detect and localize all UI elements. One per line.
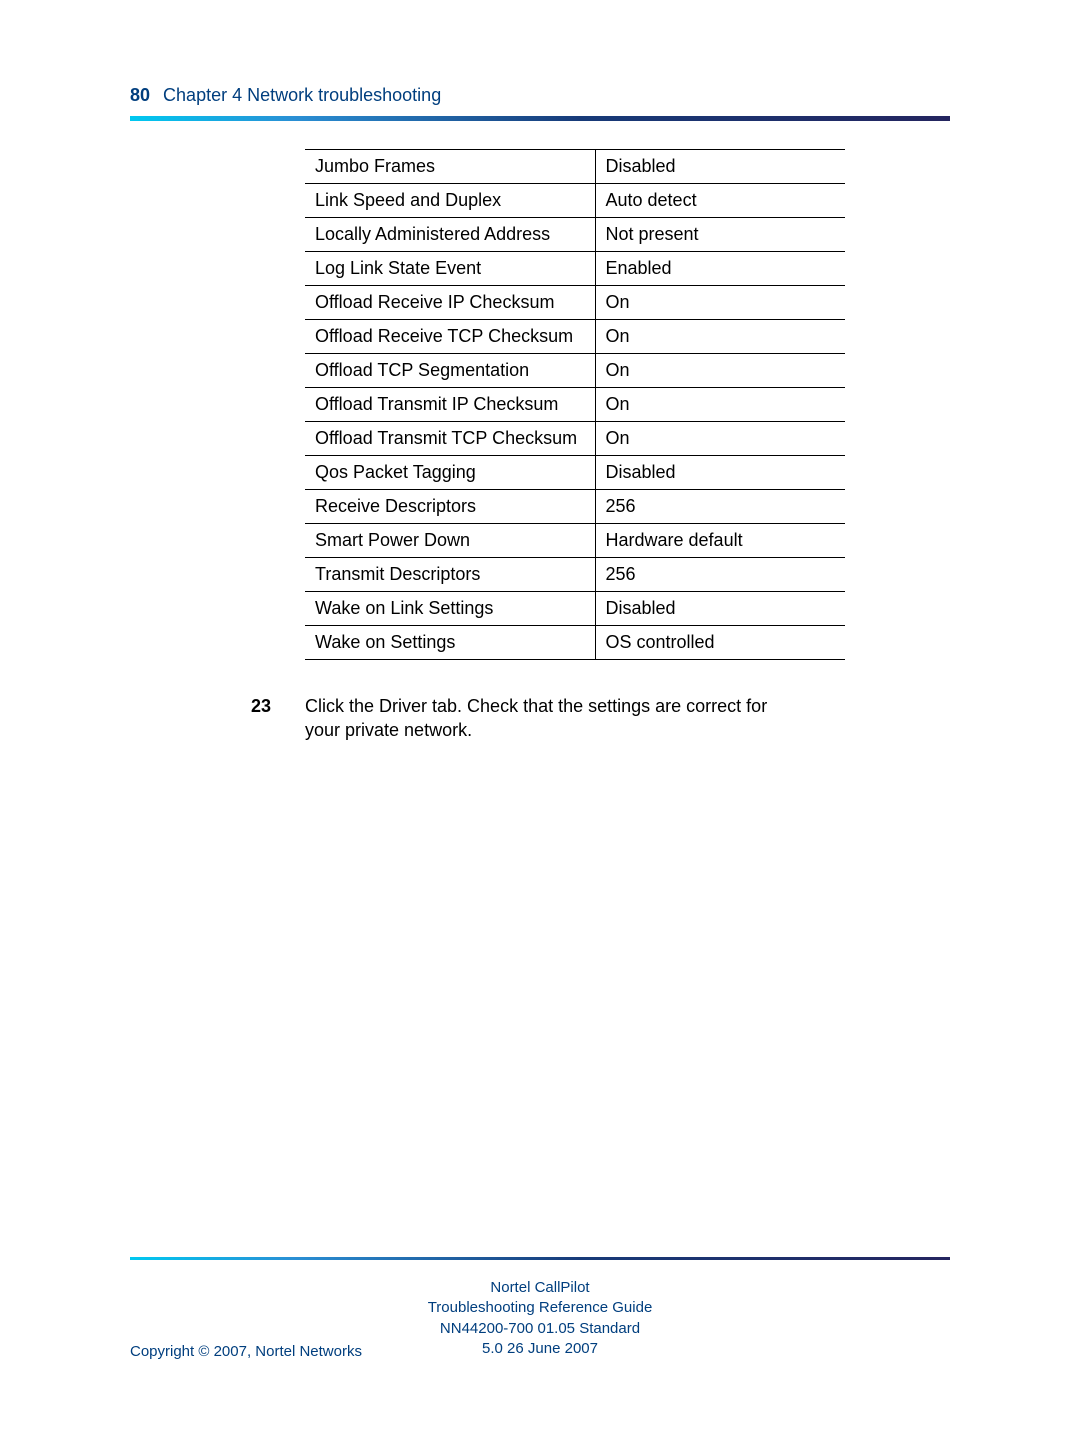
footer-line-2: Troubleshooting Reference Guide [130,1298,950,1318]
setting-value: Enabled [595,252,845,286]
setting-name: Log Link State Event [305,252,595,286]
setting-value: Disabled [595,592,845,626]
setting-name: Offload Receive IP Checksum [305,286,595,320]
footer-line-1: Nortel CallPilot [130,1278,950,1298]
step-row: 23 Click the Driver tab. Check that the … [130,694,950,743]
settings-table: Jumbo FramesDisabled Link Speed and Dupl… [305,149,845,660]
setting-name: Transmit Descriptors [305,558,595,592]
setting-value: Auto detect [595,184,845,218]
setting-value: 256 [595,490,845,524]
setting-name: Smart Power Down [305,524,595,558]
table-row: Jumbo FramesDisabled [305,150,845,184]
setting-name: Wake on Link Settings [305,592,595,626]
step-number: 23 [130,694,305,743]
table-row: Wake on SettingsOS controlled [305,626,845,660]
table-row: Qos Packet TaggingDisabled [305,456,845,490]
table-row: Wake on Link SettingsDisabled [305,592,845,626]
footer-rule [130,1257,950,1260]
chapter-label: Chapter 4 Network troubleshooting [163,85,441,105]
footer-line-3: NN44200-700 01.05 Standard [130,1319,950,1339]
setting-value: On [595,422,845,456]
table-row: Smart Power DownHardware default [305,524,845,558]
table-row: Transmit Descriptors256 [305,558,845,592]
footer: Nortel CallPilot Troubleshooting Referen… [130,1257,950,1360]
step-text: Click the Driver tab. Check that the set… [305,694,950,743]
setting-name: Locally Administered Address [305,218,595,252]
setting-name: Qos Packet Tagging [305,456,595,490]
setting-value: On [595,286,845,320]
setting-name: Jumbo Frames [305,150,595,184]
setting-value: On [595,388,845,422]
table-row: Offload Receive TCP ChecksumOn [305,320,845,354]
table-row: Offload Transmit TCP ChecksumOn [305,422,845,456]
table-row: Offload Receive IP ChecksumOn [305,286,845,320]
content-area: Jumbo FramesDisabled Link Speed and Dupl… [130,149,950,660]
setting-value: On [595,354,845,388]
page-number: 80 [130,85,150,105]
table-row: Receive Descriptors256 [305,490,845,524]
setting-name: Offload TCP Segmentation [305,354,595,388]
table-row: Offload TCP SegmentationOn [305,354,845,388]
setting-value: OS controlled [595,626,845,660]
table-row: Offload Transmit IP ChecksumOn [305,388,845,422]
setting-name: Receive Descriptors [305,490,595,524]
setting-name: Offload Transmit TCP Checksum [305,422,595,456]
table-row: Link Speed and DuplexAuto detect [305,184,845,218]
setting-value: On [595,320,845,354]
table-row: Locally Administered AddressNot present [305,218,845,252]
setting-value: Not present [595,218,845,252]
running-header: 80 Chapter 4 Network troubleshooting [130,85,950,106]
setting-name: Offload Receive TCP Checksum [305,320,595,354]
setting-name: Wake on Settings [305,626,595,660]
page: 80 Chapter 4 Network troubleshooting Jum… [0,0,1080,1440]
table-row: Log Link State EventEnabled [305,252,845,286]
header-rule [130,116,950,121]
setting-value: Disabled [595,456,845,490]
setting-value: 256 [595,558,845,592]
setting-value: Disabled [595,150,845,184]
setting-value: Hardware default [595,524,845,558]
setting-name: Offload Transmit IP Checksum [305,388,595,422]
setting-name: Link Speed and Duplex [305,184,595,218]
